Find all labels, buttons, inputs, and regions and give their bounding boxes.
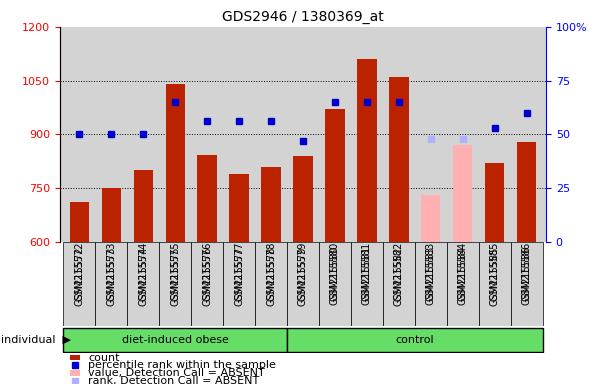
- Bar: [453, 145, 472, 242]
- Text: count: count: [88, 353, 119, 362]
- Text: GSM215577: GSM215577: [234, 246, 244, 306]
- Bar: [421, 195, 440, 242]
- Text: GSM215578: GSM215578: [266, 242, 276, 301]
- Text: GSM215582: GSM215582: [394, 242, 404, 301]
- Bar: [191, 242, 223, 326]
- Text: GSM215585: GSM215585: [490, 246, 500, 306]
- Bar: [517, 142, 536, 242]
- Text: GSM215572: GSM215572: [74, 246, 84, 306]
- Text: GSM215578: GSM215578: [266, 246, 276, 306]
- Bar: [255, 242, 287, 326]
- Text: GSM215586: GSM215586: [522, 246, 532, 305]
- Text: GSM215579: GSM215579: [298, 246, 308, 306]
- Bar: [70, 370, 80, 376]
- Text: GSM215574: GSM215574: [138, 246, 148, 306]
- Bar: [159, 242, 191, 326]
- Text: GSM215585: GSM215585: [490, 242, 500, 301]
- Bar: [229, 174, 248, 242]
- Bar: [389, 77, 409, 242]
- Bar: [351, 242, 383, 326]
- Text: GSM215580: GSM215580: [330, 246, 340, 305]
- Bar: [325, 109, 344, 242]
- Text: GSM215581: GSM215581: [362, 246, 372, 305]
- Bar: [293, 156, 313, 242]
- Text: GSM215583: GSM215583: [426, 246, 436, 305]
- Text: GSM215583: GSM215583: [426, 242, 436, 301]
- Bar: [358, 59, 377, 242]
- Text: percentile rank within the sample: percentile rank within the sample: [88, 360, 276, 370]
- Text: individual  ▶: individual ▶: [1, 335, 71, 345]
- Text: GSM215579: GSM215579: [298, 242, 308, 301]
- Text: GSM215584: GSM215584: [458, 242, 468, 301]
- Text: GSM215586: GSM215586: [522, 242, 532, 301]
- Bar: [95, 242, 127, 326]
- Text: GSM215572: GSM215572: [74, 242, 84, 301]
- Bar: [511, 242, 543, 326]
- Bar: [383, 242, 415, 326]
- Text: GSM215576: GSM215576: [202, 246, 212, 306]
- Bar: [70, 355, 80, 360]
- Text: GSM215573: GSM215573: [106, 242, 116, 301]
- Bar: [134, 170, 153, 242]
- Bar: [127, 242, 159, 326]
- Text: GSM215581: GSM215581: [362, 242, 372, 301]
- Text: control: control: [395, 335, 434, 345]
- Bar: [166, 84, 185, 242]
- Bar: [63, 242, 95, 326]
- Bar: [262, 167, 281, 242]
- Bar: [223, 242, 255, 326]
- Bar: [70, 202, 89, 242]
- Bar: [415, 242, 447, 326]
- FancyBboxPatch shape: [63, 328, 287, 352]
- Text: GSM215576: GSM215576: [202, 242, 212, 301]
- Bar: [447, 242, 479, 326]
- Text: GSM215573: GSM215573: [106, 246, 116, 306]
- Text: GSM215584: GSM215584: [458, 246, 468, 305]
- Bar: [287, 242, 319, 326]
- Text: GSM215580: GSM215580: [330, 242, 340, 301]
- Title: GDS2946 / 1380369_at: GDS2946 / 1380369_at: [222, 10, 384, 25]
- Text: diet-induced obese: diet-induced obese: [122, 335, 229, 345]
- Text: GSM215582: GSM215582: [394, 246, 404, 306]
- FancyBboxPatch shape: [287, 328, 543, 352]
- Text: GSM215575: GSM215575: [170, 242, 180, 301]
- Bar: [197, 155, 217, 242]
- Text: GSM215575: GSM215575: [170, 246, 180, 306]
- Bar: [479, 242, 511, 326]
- Text: GSM215574: GSM215574: [138, 242, 148, 301]
- Text: GSM215577: GSM215577: [234, 242, 244, 301]
- Bar: [101, 188, 121, 242]
- Text: rank, Detection Call = ABSENT: rank, Detection Call = ABSENT: [88, 376, 259, 384]
- Text: value, Detection Call = ABSENT: value, Detection Call = ABSENT: [88, 368, 265, 378]
- Bar: [485, 163, 505, 242]
- Bar: [319, 242, 351, 326]
